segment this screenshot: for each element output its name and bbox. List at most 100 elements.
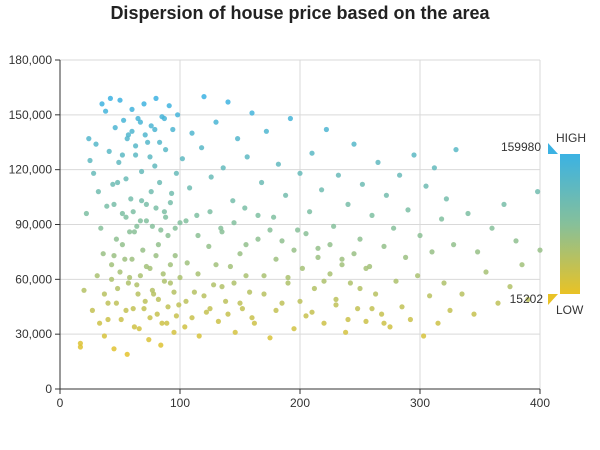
data-point[interactable] [243,242,249,248]
data-point[interactable] [447,307,453,313]
data-point[interactable] [327,242,333,248]
data-point[interactable] [283,192,289,198]
data-point[interactable] [172,225,178,231]
data-point[interactable] [127,229,133,235]
data-point[interactable] [345,201,351,207]
data-point[interactable] [215,318,221,324]
data-point[interactable] [111,346,117,352]
data-point[interactable] [259,179,265,186]
data-point[interactable] [130,306,136,312]
data-point[interactable] [357,285,363,292]
data-point[interactable] [525,296,531,302]
data-point[interactable] [427,293,433,299]
data-point[interactable] [147,315,153,321]
data-point[interactable] [129,106,135,112]
data-point[interactable] [115,179,121,186]
data-point[interactable] [171,289,177,295]
data-point[interactable] [297,170,303,176]
data-point[interactable] [137,119,143,125]
data-point[interactable] [173,170,179,176]
data-point[interactable] [397,172,403,178]
data-point[interactable] [177,274,183,281]
visual-map-low-handle-icon[interactable] [548,294,558,305]
data-point[interactable] [158,227,164,233]
data-point[interactable] [369,306,375,312]
data-point[interactable] [86,136,92,142]
data-point[interactable] [451,242,457,248]
data-point[interactable] [139,168,145,175]
data-point[interactable] [225,99,231,105]
data-point[interactable] [159,320,165,326]
data-point[interactable] [208,174,214,180]
data-point[interactable] [164,320,170,326]
data-point[interactable] [219,229,225,235]
data-point[interactable] [495,300,501,306]
data-point[interactable] [443,196,449,202]
data-point[interactable] [237,251,243,257]
data-point[interactable] [140,247,146,253]
data-point[interactable] [191,289,197,295]
data-point[interactable] [176,302,182,308]
data-point[interactable] [115,285,121,292]
data-point[interactable] [375,159,381,165]
data-point[interactable] [405,207,411,213]
data-point[interactable] [147,154,153,160]
data-point[interactable] [169,190,175,196]
data-point[interactable] [285,274,291,281]
data-point[interactable] [387,324,393,330]
data-point[interactable] [161,209,167,215]
data-point[interactable] [105,300,111,306]
data-point[interactable] [355,306,361,312]
data-point[interactable] [261,291,267,297]
data-point[interactable] [99,101,105,107]
data-point[interactable] [139,198,145,204]
data-point[interactable] [167,200,173,206]
data-point[interactable] [319,187,325,193]
data-point[interactable] [225,311,231,317]
data-point[interactable] [351,251,357,257]
data-point[interactable] [143,218,149,224]
data-point[interactable] [133,143,139,149]
data-point[interactable] [93,141,99,147]
data-point[interactable] [117,97,123,103]
data-point[interactable] [157,179,163,186]
data-point[interactable] [243,273,249,279]
data-point[interactable] [323,126,329,133]
data-point[interactable] [207,306,213,312]
data-point[interactable] [261,273,267,279]
data-point[interactable] [133,152,139,158]
data-point[interactable] [315,254,321,260]
data-point[interactable] [112,125,118,131]
data-point[interactable] [167,280,173,286]
data-point[interactable] [173,313,179,319]
data-point[interactable] [189,130,195,136]
data-point[interactable] [267,227,273,233]
data-point[interactable] [145,139,151,145]
data-point[interactable] [123,307,129,313]
data-point[interactable] [148,123,154,129]
data-point[interactable] [131,324,137,330]
data-point[interactable] [148,189,154,195]
data-point[interactable] [249,315,255,321]
data-point[interactable] [213,119,219,125]
data-point[interactable] [465,210,471,217]
data-point[interactable] [113,236,119,242]
data-point[interactable] [83,210,89,217]
data-point[interactable] [307,209,313,215]
data-point[interactable] [111,253,117,259]
data-point[interactable] [170,126,176,133]
data-point[interactable] [211,282,217,288]
data-point[interactable] [122,256,128,262]
data-point[interactable] [101,333,107,339]
data-point[interactable] [459,291,465,297]
data-point[interactable] [411,152,417,158]
data-point[interactable] [166,103,172,109]
data-point[interactable] [77,340,83,346]
data-point[interactable] [206,243,212,249]
data-point[interactable] [165,304,171,310]
data-point[interactable] [124,136,130,142]
data-point[interactable] [153,253,159,259]
data-point[interactable] [183,218,189,224]
data-point[interactable] [287,115,293,122]
data-point[interactable] [223,298,229,304]
